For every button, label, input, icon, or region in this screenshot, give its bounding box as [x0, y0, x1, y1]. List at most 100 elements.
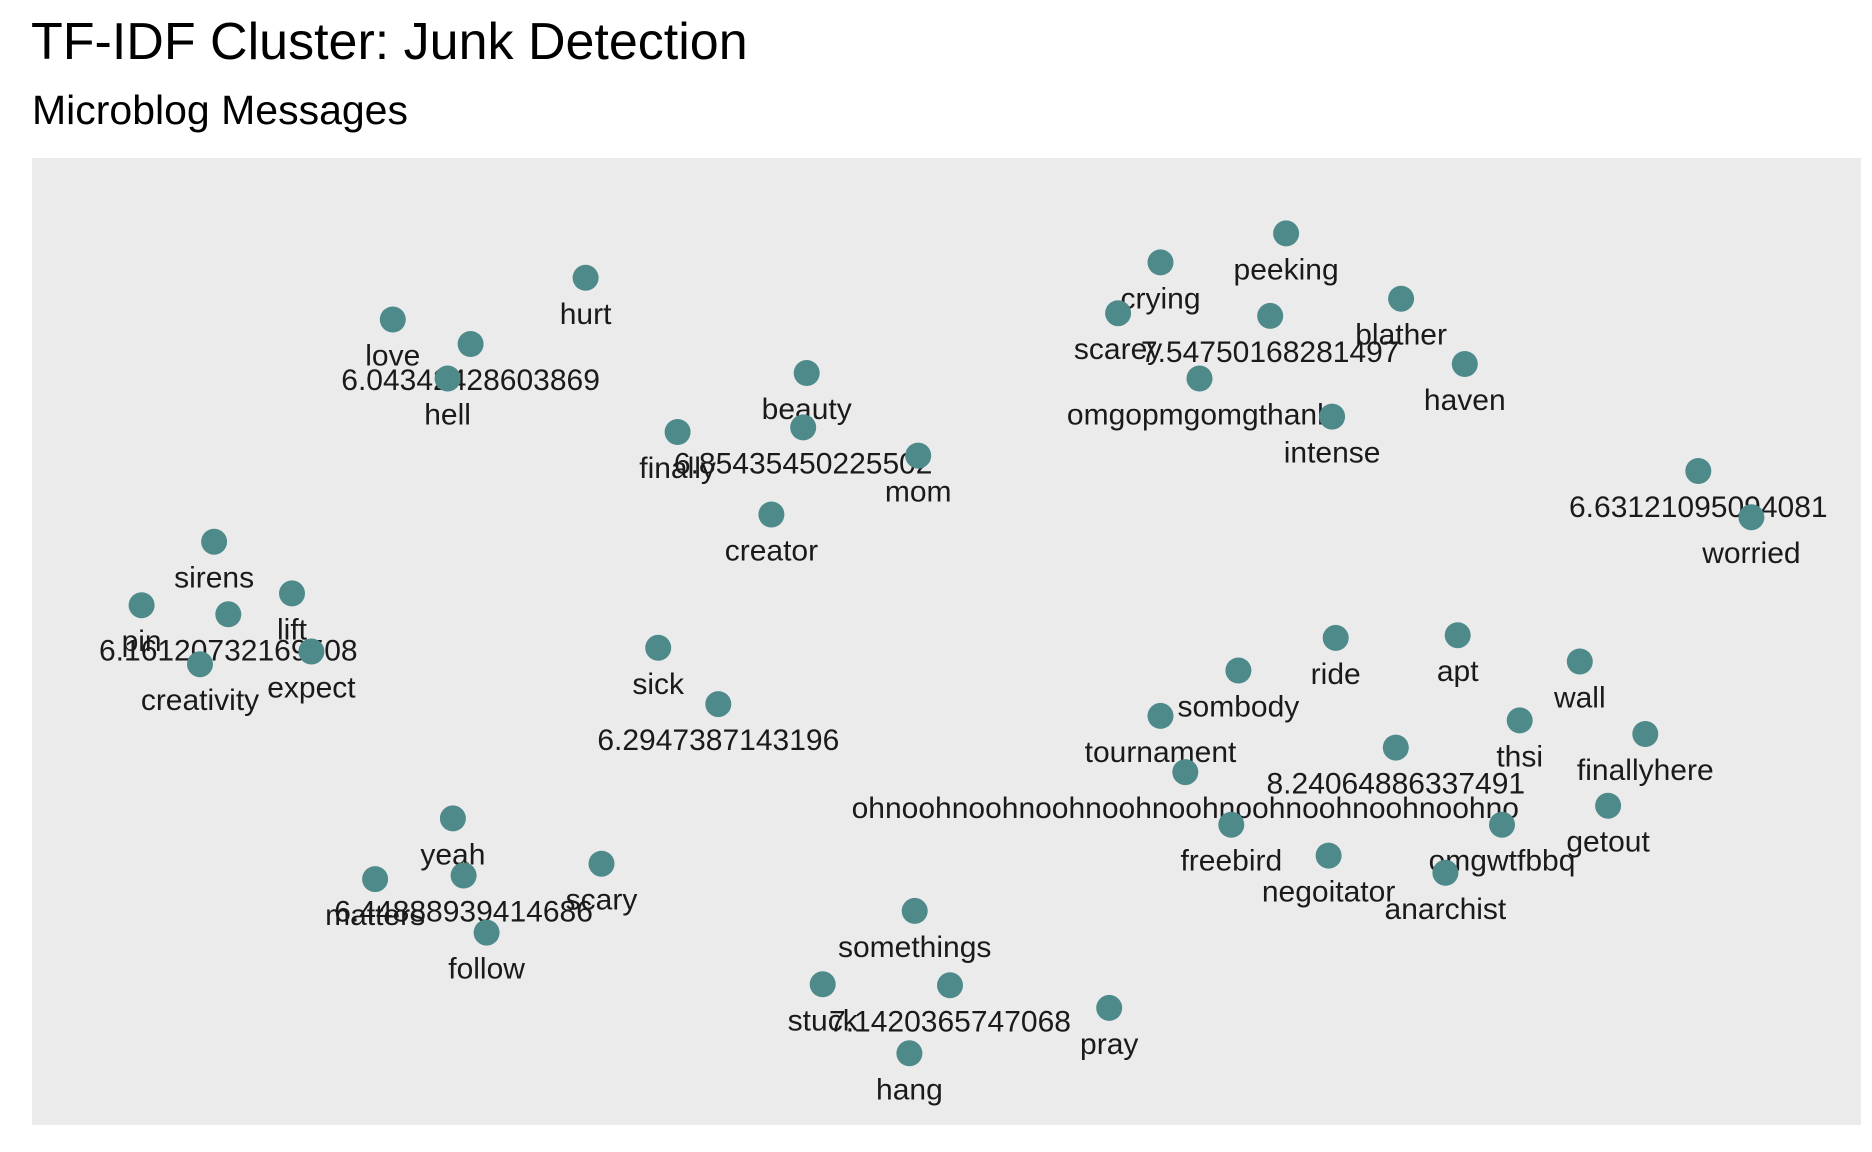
scatter-point — [1225, 657, 1252, 684]
point-label: pray — [1080, 1028, 1138, 1061]
scatter-point — [1322, 624, 1349, 651]
point-label: haven — [1424, 384, 1506, 417]
scatter-point — [790, 414, 817, 441]
scatter-point — [793, 360, 820, 386]
point-label: omgopmgomgthank — [1067, 399, 1333, 432]
scatter-point — [572, 264, 599, 291]
scatter-point — [937, 972, 963, 999]
point-label: lift — [277, 613, 308, 646]
scatter-point — [298, 638, 325, 665]
scatter-point — [1685, 458, 1712, 484]
point-label: hurt — [560, 298, 612, 331]
scatter-point — [645, 634, 672, 661]
scatter-point — [439, 805, 466, 832]
scatter-point — [187, 651, 213, 678]
point-label: negoitator — [1262, 876, 1395, 909]
scatter-point — [896, 1040, 923, 1067]
scatter-point — [1632, 721, 1659, 747]
scatter-point — [1451, 351, 1478, 377]
point-label: yeah — [420, 838, 485, 871]
scatter-point — [1096, 994, 1123, 1021]
point-label: getout — [1566, 826, 1650, 859]
point-label: crying — [1120, 282, 1200, 315]
chart-subtitle: Microblog Messages — [32, 87, 408, 133]
scatter-point — [1218, 811, 1245, 838]
scatter-point — [1319, 403, 1346, 430]
point-label: expect — [267, 672, 356, 705]
point-label: scary — [566, 884, 638, 917]
scatter-point — [379, 306, 406, 333]
point-label: finally — [639, 452, 716, 485]
scatter-point — [1147, 702, 1174, 729]
scatter-point — [362, 866, 389, 893]
point-label: 6.6312109509408​1 — [1569, 491, 1828, 524]
scatter-point — [128, 592, 155, 619]
point-label: creator — [725, 535, 818, 568]
scatter-point — [1105, 300, 1132, 327]
scatter-point — [1257, 302, 1284, 329]
point-label: freebird — [1180, 845, 1282, 878]
scatter-point — [1489, 811, 1515, 838]
point-label: 7.1420365747068 — [829, 1005, 1071, 1038]
point-label: creativity — [141, 684, 259, 717]
scatter-point — [434, 365, 461, 392]
point-label: 6.04342428603869 — [341, 364, 600, 397]
point-label: thsi — [1496, 740, 1543, 773]
point-label: sombody — [1178, 691, 1300, 724]
scatter-point — [215, 601, 242, 628]
point-label: tournament — [1085, 736, 1237, 769]
point-label: follow — [448, 953, 525, 986]
point-label: sirens — [174, 562, 254, 595]
point-label: love — [365, 340, 420, 373]
scatter-point — [1388, 285, 1415, 312]
point-label: worried — [1701, 537, 1800, 570]
point-label: ride — [1311, 658, 1361, 691]
point-label: ohnoohnoohnoohnoohnoohnoohnoohnoohnoohno — [852, 792, 1519, 825]
scatter-point — [1566, 648, 1593, 675]
scatter-point — [201, 528, 228, 555]
point-label: 6.8543545022550​2 — [674, 447, 933, 480]
scatter-point — [1506, 707, 1533, 734]
point-label: scarey — [1074, 333, 1162, 366]
scatter-point — [664, 419, 691, 445]
point-label: stuck — [788, 1004, 859, 1037]
scatter-point — [279, 580, 305, 607]
scatter-point — [1273, 220, 1300, 247]
point-label: 6.2947387143196 — [597, 724, 839, 757]
scatter-point — [901, 897, 928, 924]
scatter-point — [1595, 792, 1622, 819]
chart-title: TF-IDF Cluster: Junk Detection — [31, 13, 748, 71]
point-label: matters — [325, 899, 425, 932]
point-label: 6.44888939414686 — [334, 896, 593, 929]
point-label: finallyhere — [1577, 754, 1714, 787]
point-label: hell — [424, 399, 471, 432]
point-label: hang — [876, 1073, 943, 1106]
scatter-point — [457, 331, 484, 357]
scatter-point — [450, 862, 477, 889]
scatter-point — [705, 691, 732, 718]
scatter-point — [1738, 504, 1765, 531]
scatter-point — [473, 919, 500, 946]
point-label: mom — [885, 476, 952, 509]
point-label: blather — [1355, 319, 1447, 352]
point-label: apt — [1437, 655, 1479, 688]
point-label: intense — [1284, 437, 1381, 470]
scatter-point — [1444, 622, 1471, 649]
point-label: 7.5475016828149​7 — [1141, 336, 1400, 369]
point-label: peeking — [1234, 253, 1339, 286]
scatter-point — [1315, 842, 1342, 869]
scatter-point — [905, 442, 932, 469]
point-label: sick — [632, 668, 685, 701]
scatter-point — [809, 971, 836, 998]
scatter-point — [1172, 759, 1199, 786]
point-label: anarchist — [1385, 893, 1507, 926]
point-label: pin — [122, 625, 162, 658]
scatter-point — [1186, 365, 1213, 392]
scatter-point — [588, 850, 615, 877]
plot-panel — [32, 158, 1861, 1125]
scatter-point — [1432, 859, 1459, 886]
point-label: somethings — [838, 931, 991, 964]
scatter-point — [1382, 734, 1409, 761]
